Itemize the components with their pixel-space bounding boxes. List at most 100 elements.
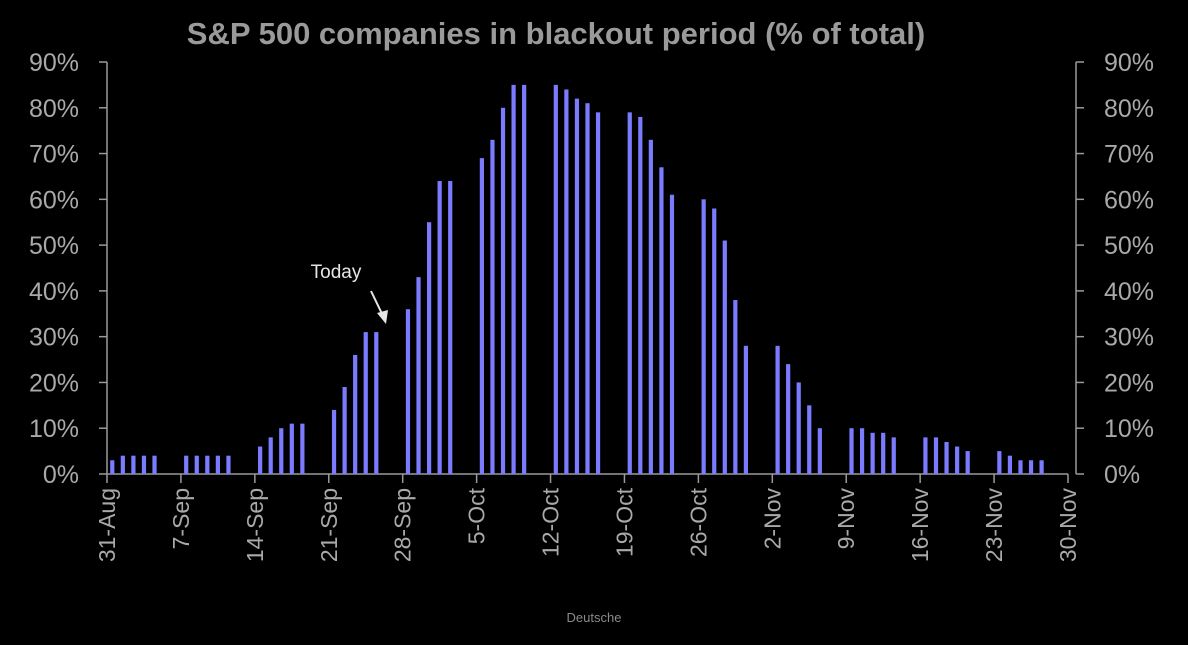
bar [1007,455,1013,474]
bar [363,332,368,474]
bar [342,387,347,474]
bar [648,139,653,474]
bar [786,364,791,474]
x-tick-label: 21-Sep [316,488,342,562]
bar [669,194,675,474]
bar [775,345,780,474]
left-y-tick-label: 90% [29,49,79,77]
left-y-tick-label: 0% [43,461,79,489]
bar [437,181,442,474]
bar [891,437,896,474]
bar [500,107,506,474]
bar [479,158,484,474]
bar [522,84,527,474]
x-tick-label: 14-Sep [242,488,268,562]
left-y-tick-label: 30% [29,324,79,352]
bar [1018,460,1023,474]
right-y-tick-label: 90% [1104,49,1154,77]
bar [184,455,189,474]
bar [701,199,706,474]
bar [152,455,157,474]
left-y-tick-label: 70% [29,141,79,169]
bar [268,437,273,474]
bar [511,84,516,474]
right-y-tick-label: 40% [1104,278,1154,306]
bar [553,84,558,474]
chart-title: S&P 500 companies in blackout period (% … [187,16,925,51]
x-tick-label: 5-Oct [464,487,490,544]
bar [331,409,337,474]
bar [849,428,854,474]
bar [796,382,801,474]
x-tick-label: 2-Nov [759,488,785,550]
bar [205,455,210,474]
right-y-tick-label: 60% [1104,186,1154,214]
bar [923,437,928,474]
bar [564,89,569,474]
x-tick-label: 19-Oct [611,487,637,557]
bar [1039,460,1044,474]
bar [859,428,865,474]
bar [416,277,421,474]
bar [194,455,199,474]
bar [289,423,294,474]
bar [817,428,822,474]
bar [659,167,664,475]
today-arrow-head-icon [377,310,388,324]
right-y-tick-label: 0% [1104,461,1140,489]
x-tick-label: 26-Oct [685,487,711,557]
bar [955,446,960,474]
left-y-tick-label: 40% [29,278,79,306]
left-y-tick-label: 50% [29,232,79,260]
bar [131,455,136,474]
right-y-tick-label: 20% [1104,369,1154,397]
right-y-tick-label: 10% [1104,415,1154,443]
right-y-tick-label: 30% [1104,324,1154,352]
today-annotation: Today [311,262,388,324]
bar [933,437,939,474]
right-y-tick-label: 50% [1104,232,1154,260]
bar [426,222,432,474]
x-tick-label: 12-Oct [538,487,564,557]
bar [595,112,601,475]
bar [722,240,727,474]
bar [448,181,453,474]
bar [870,432,875,474]
x-tick-label: 28-Sep [390,488,416,562]
x-tick-label: 16-Nov [907,488,933,563]
bar [965,451,970,474]
bar [1028,460,1034,474]
bar [807,405,812,474]
left-y-axis: 0% 10% 20% 30% 40% 50% 60% 70% 80% 90% [29,49,108,489]
right-y-tick-label: 70% [1104,141,1154,169]
x-tick-label: 31-Aug [94,488,120,562]
left-y-tick-label: 10% [29,415,79,443]
x-axis: 31-Aug 7-Sep 14-Sep 21-Sep 28-Sep 5-Oct 12-Oct… [94,473,1081,563]
bar [944,441,949,474]
bar [585,103,590,474]
left-y-tick-label: 80% [29,95,79,123]
bar [258,446,263,474]
x-tick-label: 23-Nov [981,488,1007,563]
left-y-tick-label: 60% [29,186,79,214]
bar [743,345,749,474]
bars-group [110,84,1044,475]
left-y-tick-label: 20% [29,369,79,397]
x-tick-label: 30-Nov [1055,488,1081,563]
bar [627,112,632,475]
bar [215,455,220,474]
bar [733,300,738,474]
bar [574,98,580,475]
bar [374,332,379,474]
bar [881,432,886,474]
right-y-axis: 0% 10% 20% 30% 40% 50% 60% 70% 80% 90% [1075,49,1154,489]
bar [353,354,358,474]
today-label: Today [311,262,362,283]
bar [405,309,411,474]
bar [712,208,717,475]
bar [490,139,495,474]
bar [279,428,284,474]
right-y-tick-label: 80% [1104,95,1154,123]
bar [226,455,231,474]
